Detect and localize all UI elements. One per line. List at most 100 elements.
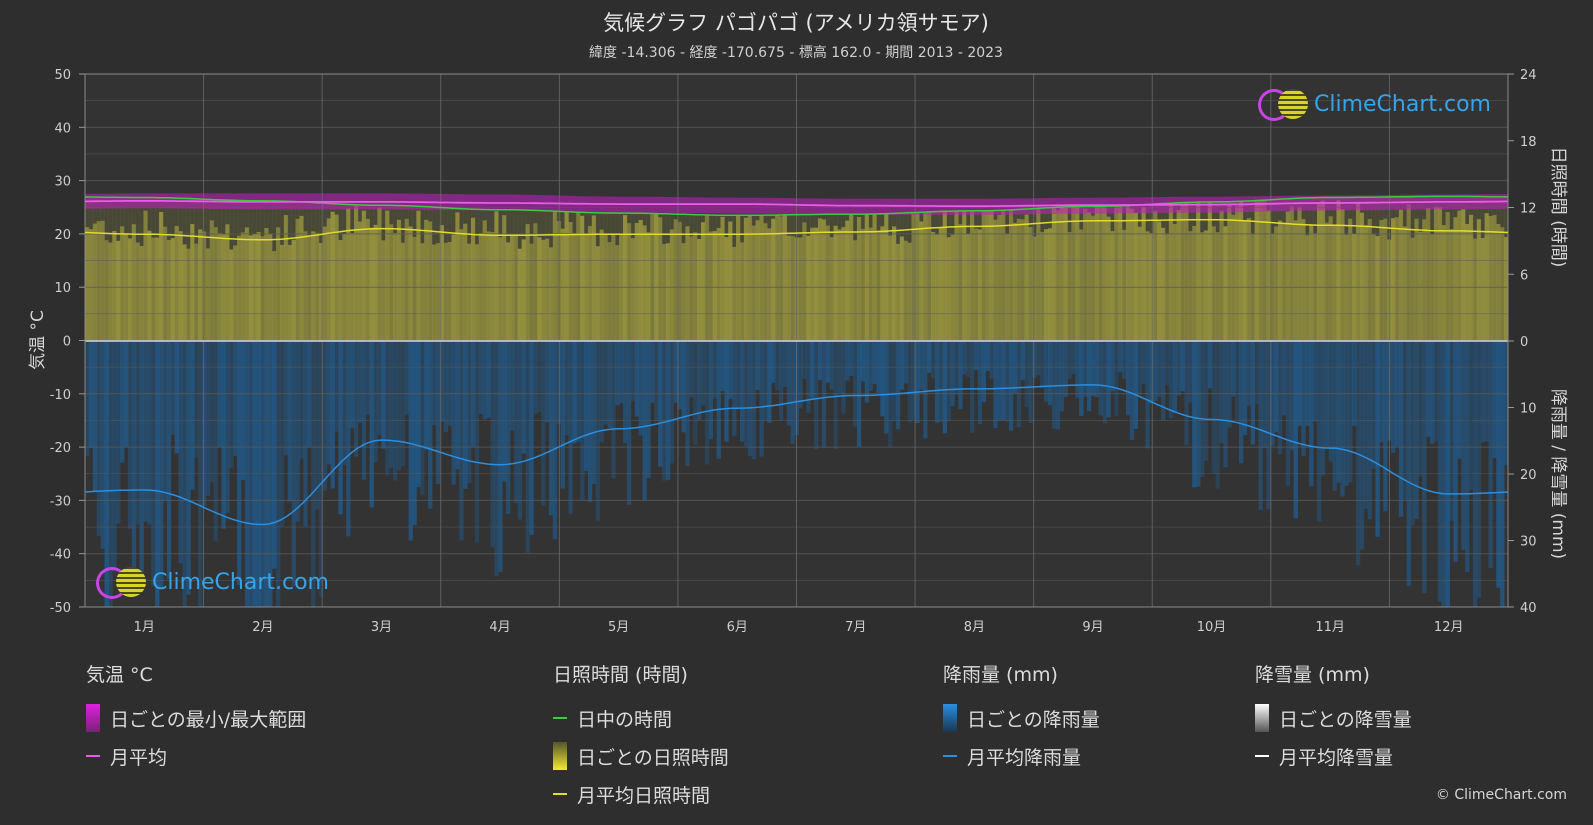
sunshine-day [611,234,616,341]
sunshine-day [619,235,624,341]
sunshine-day [299,215,304,341]
rain-day [326,341,332,465]
month-tick-label: 6月 [727,620,748,635]
rain-day [817,341,823,381]
rain-day [969,341,975,433]
sunshine-day [778,216,784,341]
sunshine-day [919,221,924,341]
rain-day [821,341,827,448]
sunshine-day [1375,235,1380,341]
rain-day [416,341,421,488]
sunshine-day [931,231,936,341]
sunshine-day [1110,231,1115,341]
sunshine-day [377,207,382,341]
sunshine-day [1504,236,1509,341]
sunshine-day [178,231,183,341]
rain-day [400,341,406,467]
sunshine-day [486,231,491,341]
rain-day [1083,341,1088,397]
climechart-logo-icon [1258,88,1310,121]
sunshine-day [681,243,686,341]
sunshine-day [595,246,601,341]
legend-temperature: 気温 °C 日ごとの最小/最大範囲 月平均 [86,660,306,775]
legend-snow-daily: 日ごとの降雪量 [1279,708,1412,731]
sunshine-day [248,235,254,341]
sunshine-day [814,227,819,341]
sunshine-day [790,235,795,341]
sunshine-day [400,242,406,341]
sunshine-day [841,227,846,341]
rain-day [638,341,643,436]
sunshine-day [1044,229,1049,341]
rain-day [424,341,429,450]
rain-swatch [943,704,957,732]
right-top-tick-label: 24 [1520,68,1537,83]
mean-snow-swatch [1255,755,1269,757]
rain-day [767,341,772,423]
daylight-line [84,195,1509,217]
sunshine-day [1285,211,1291,341]
rain-day [240,341,246,481]
sunshine-day [646,232,651,341]
rain-day [829,341,834,390]
sunshine-day [895,243,901,341]
month-tick-label: 12月 [1434,620,1464,635]
daily-sunshine-bars [85,196,1509,341]
sunshine-day [131,224,137,341]
rain-day [213,341,218,541]
rain-day [892,341,897,422]
rain-day [872,341,877,385]
sunshine-day [685,226,690,341]
sunshine-day [1359,212,1365,341]
rain-day [1379,341,1384,443]
sunshine-day [669,229,675,341]
rain-day [1433,341,1439,442]
rain-day [96,341,101,537]
rain-day [1426,341,1431,437]
rain-day [330,341,335,489]
rain-day [521,341,526,454]
rain-day [993,341,998,429]
rain-day [357,341,363,423]
sunshine-day [868,227,873,341]
month-tick-label: 9月 [1082,620,1103,635]
sunshine-day [162,226,168,341]
sunshine-day [404,218,409,341]
sunshine-day [767,228,772,341]
rain-day [568,341,573,514]
sunshine-day [443,242,448,341]
left-tick-label: 50 [54,68,71,83]
sunshine-day [810,227,815,341]
sunshine-day [728,221,733,341]
legend-snow-header: 降雪量 (mm) [1255,664,1370,686]
sunshine-day [872,213,877,341]
sunshine-day [1137,226,1142,341]
rain-day [700,341,706,406]
rain-day [1059,341,1064,412]
rain-day [478,341,484,415]
sunshine-day [1114,205,1119,341]
sunshine-day [587,226,593,341]
sunshine-day [474,244,480,341]
sunshine-day [1168,203,1174,341]
sunshine-day [1242,220,1248,341]
rain-day [1024,341,1029,407]
rain-day [1114,341,1119,417]
sunshine-day [1340,209,1345,341]
left-tick-label: -40 [50,548,71,563]
sunshine-day [127,238,133,341]
sunshine-day [256,232,261,341]
rain-day [1125,341,1131,416]
sunshine-day [451,234,456,341]
sunshine-day [1051,208,1057,341]
sunshine-day [209,220,215,341]
rain-day [603,341,608,425]
sunshine-day [104,240,109,341]
sunshine-day [120,226,125,341]
rain-day [447,341,452,426]
rain-day [845,341,850,381]
sunshine-day [365,218,370,341]
sunshine-day [1102,206,1107,341]
rain-day [634,341,640,417]
left-tick-label: -20 [50,441,71,456]
